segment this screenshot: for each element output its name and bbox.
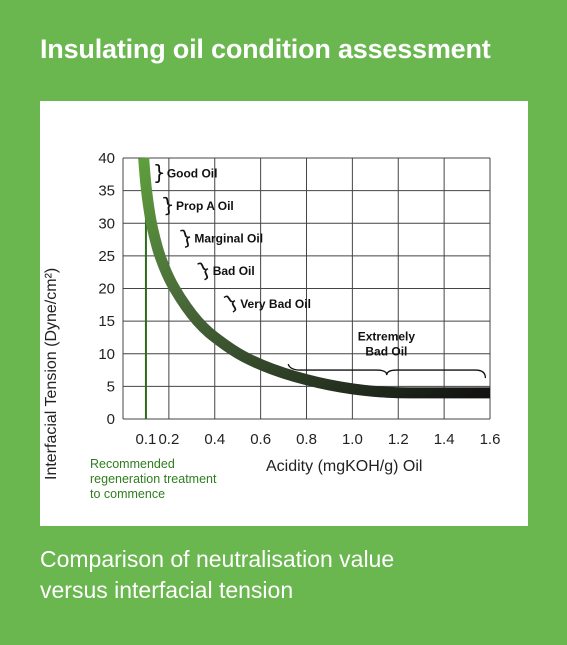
y-tick-label: 30 bbox=[98, 215, 115, 232]
wide-brace-icon bbox=[287, 363, 487, 379]
zone-label: Marginal Oil bbox=[194, 232, 263, 246]
x-tick-label: 0.2 bbox=[158, 431, 179, 448]
recommendation-note: Recommended regeneration treatment to co… bbox=[90, 457, 250, 502]
x-tick-label: 0.6 bbox=[250, 431, 271, 448]
page-title: Insulating oil condition assessment bbox=[40, 34, 491, 64]
zone-label: Extremely bbox=[358, 330, 416, 344]
x-tick-label: 0.1 bbox=[136, 431, 157, 448]
recommendation-line-1: Recommended bbox=[90, 457, 175, 471]
zone-label: Bad Oil bbox=[365, 345, 407, 359]
chart-panel: } Good Oil} Prop A Oil} Marginal Oil} Bad Oi… bbox=[40, 101, 528, 526]
y-tick-label: 35 bbox=[98, 183, 115, 200]
brace-icon: } bbox=[153, 160, 166, 184]
curve-group bbox=[138, 157, 490, 399]
caption-line-1: Comparison of neutralisation value bbox=[40, 546, 395, 572]
y-tick-label: 5 bbox=[107, 378, 115, 395]
annotations-group: } Good Oil} Prop A Oil}Marginal Oil}Bad Oi… bbox=[153, 160, 487, 379]
y-tick-label: 10 bbox=[98, 346, 115, 363]
caption: Comparison of neutralisation value versu… bbox=[40, 544, 530, 606]
x-tick-label: 0.8 bbox=[296, 431, 317, 448]
x-tick-label: 1.0 bbox=[342, 431, 363, 448]
zone-label: Bad Oil bbox=[213, 264, 255, 278]
oil-condition-chart: } Good Oil} Prop A Oil}Marginal Oil}Bad Oi… bbox=[98, 150, 500, 448]
y-tick-label: 0 bbox=[107, 411, 115, 428]
x-tick-label: 1.6 bbox=[480, 431, 501, 448]
recommendation-line-3: to commence bbox=[90, 487, 166, 501]
brace-icon: } bbox=[160, 192, 176, 218]
x-tick-label: 1.4 bbox=[434, 431, 455, 448]
condition-curve bbox=[138, 157, 490, 399]
y-tick-label: 15 bbox=[98, 313, 115, 330]
y-tick-label: 25 bbox=[98, 248, 115, 265]
zone-label: Prop A Oil bbox=[176, 199, 234, 213]
brace-icon: } bbox=[177, 224, 196, 251]
zone-label: Good Oil bbox=[167, 166, 218, 180]
y-tick-label: 40 bbox=[98, 150, 115, 167]
brace-icon: } bbox=[193, 256, 214, 283]
zone-label: Very Bad Oil bbox=[240, 297, 311, 311]
y-tick-label: 20 bbox=[98, 281, 115, 298]
y-axis-label: Interfacial Tension (Dyne/cm²) bbox=[43, 267, 60, 480]
grid bbox=[122, 157, 491, 420]
x-tick-label: 1.2 bbox=[388, 431, 409, 448]
recommendation-line-2: regeneration treatment bbox=[90, 472, 217, 486]
caption-line-2: versus interfacial tension bbox=[40, 577, 294, 603]
x-axis-label: Acidity (mgKOH/g) Oil bbox=[266, 458, 423, 475]
x-tick-label: 0.4 bbox=[204, 431, 225, 448]
tick-labels-group: 0 5 10 15 20 25 30 35 40 0.1 0.2 0.4 0.6 0.8 1.0 1.2 1.4… bbox=[98, 150, 500, 448]
